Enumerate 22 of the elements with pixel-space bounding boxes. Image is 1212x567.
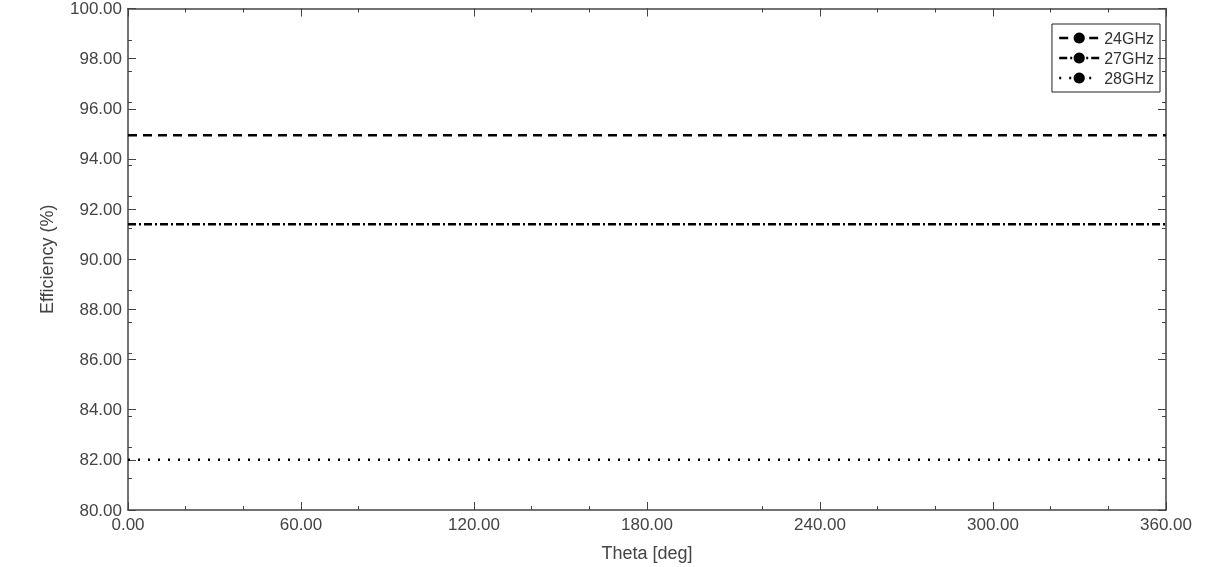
x-axis-title: Theta [deg] [601, 543, 693, 563]
y-tick-label: 86.00 [79, 350, 122, 370]
x-tick-label: 300.00 [967, 515, 1019, 534]
x-tick-label: 120.00 [448, 515, 500, 534]
y-tick-label: 92.00 [79, 199, 122, 219]
x-tick-label: 60.00 [279, 515, 323, 534]
y-tick-label: 90.00 [79, 249, 122, 269]
y-tick-label: 88.00 [79, 299, 122, 319]
x-tick-label: 360.00 [1140, 515, 1192, 534]
y-tick-label: 94.00 [79, 149, 122, 169]
legend-label: 28GHz [1104, 69, 1154, 87]
x-tick-label: 180.00 [621, 515, 673, 534]
legend-label: 27GHz [1104, 49, 1154, 67]
y-axis-title: Efficiency (%) [37, 204, 57, 315]
x-tick-label: 240.00 [794, 515, 846, 534]
y-tick-label: 82.00 [79, 450, 122, 470]
y-tick-label: 96.00 [79, 99, 122, 119]
x-tick-label: 0.00 [111, 515, 145, 534]
legend-label: 24GHz [1104, 29, 1154, 47]
y-tick-label: 100.00 [70, 0, 122, 18]
y-tick-label: 84.00 [79, 400, 122, 420]
y-tick-label: 98.00 [79, 49, 122, 69]
